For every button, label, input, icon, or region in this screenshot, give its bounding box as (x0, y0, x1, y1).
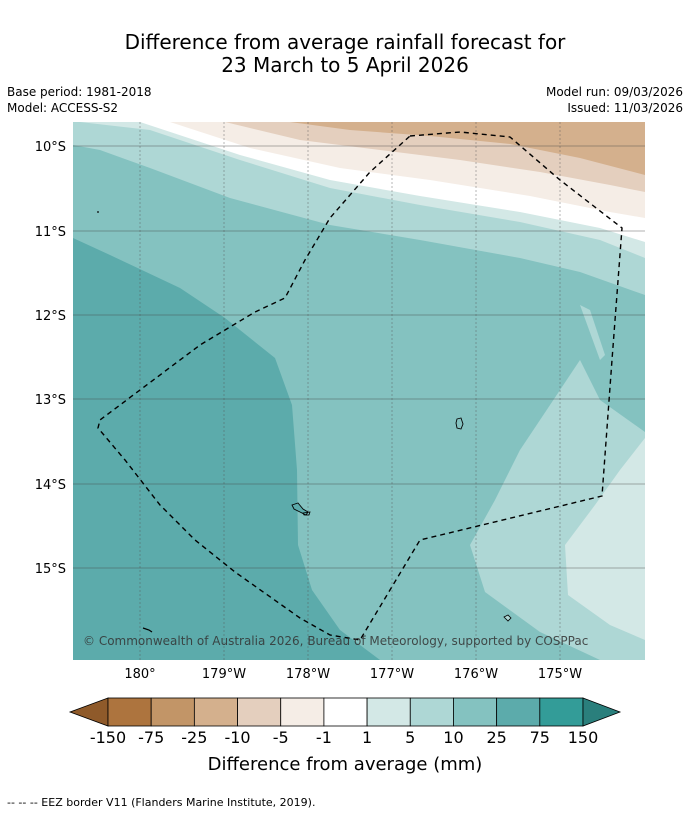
longitude-labels: 180° 179°W 178°W 177°W 176°W 175°W (124, 667, 582, 682)
lon-label: 179°W (202, 667, 246, 682)
colorbar-tick-label: 1 (362, 728, 372, 747)
lon-label: 178°W (286, 667, 330, 682)
band-1-5-right (565, 438, 645, 640)
colorbar-tick-label: 25 (486, 728, 506, 747)
colorbar-segment (496, 697, 541, 727)
colorbar-segment (409, 697, 454, 727)
lat-label: 10°S (35, 140, 66, 155)
title-line-1: Difference from average rainfall forecas… (124, 30, 566, 54)
lon-label: 177°W (370, 667, 414, 682)
latitude-lines (73, 145, 645, 569)
island-northwest (97, 211, 99, 213)
graticule (139, 122, 561, 660)
colorbar-label: Difference from average (mm) (208, 754, 483, 775)
colorbar-tick-label: 75 (530, 728, 550, 747)
island-central-islet (302, 511, 311, 516)
meta-right: Model run: 09/03/2026 Issued: 11/03/2026 (546, 84, 683, 116)
colorbar-tick-label: -5 (273, 728, 289, 747)
lat-label: 11°S (35, 225, 66, 240)
colorbar-segment (150, 697, 195, 727)
issued-date: Issued: 11/03/2026 (567, 101, 683, 115)
colorbar-tick-label: -150 (90, 728, 126, 747)
eez-border (97, 131, 623, 641)
colorbar-segment (323, 697, 368, 727)
model-name: Model: ACCESS-S2 (7, 101, 119, 115)
colorbar: -150 -75 -25 -10 -5 -1 1 5 10 25 75 150 (68, 697, 622, 747)
band-minus25-minus10 (290, 122, 645, 175)
colorbar-segment (237, 697, 282, 727)
model-run: Model run: 09/03/2026 (545, 85, 683, 99)
colorbar-tick-label: -25 (181, 728, 207, 747)
colorbar-segment (453, 697, 498, 727)
colorbar-segment (193, 697, 238, 727)
lon-label: 180° (124, 667, 155, 682)
rainfall-map: © Commonwealth of Australia 2026, Bureau… (73, 122, 645, 660)
lat-label: 14°S (35, 478, 66, 493)
meta-left: Base period: 1981-2018 Model: ACCESS-S2 (7, 84, 152, 116)
island-southwest (142, 627, 153, 633)
latitude-labels: 10°S 11°S 12°S 13°S 14°S 15°S (35, 140, 66, 577)
footer-note: -- -- -- EEZ border V11 (Flanders Marine… (7, 796, 316, 809)
colorbar-tick-label: -75 (138, 728, 164, 747)
lat-label: 12°S (35, 309, 66, 324)
lon-label: 176°W (454, 667, 498, 682)
colorbar-tick-label: 10 (443, 728, 463, 747)
island-east (455, 417, 464, 430)
band-25-75 (73, 238, 380, 660)
colorbar-tick-label: 150 (568, 728, 599, 747)
colorbar-segment (366, 697, 411, 727)
title-line-2: 23 March to 5 April 2026 (221, 53, 469, 77)
island-central (291, 502, 309, 516)
copyright-text: © Commonwealth of Australia 2026, Bureau… (83, 634, 588, 648)
colorbar-tick-label: -10 (224, 728, 250, 747)
colorbar-tick-label: -1 (316, 728, 332, 747)
base-period: Base period: 1981-2018 (7, 85, 152, 99)
map-title: Difference from average rainfall forecas… (0, 31, 690, 77)
colorbar-segment (107, 697, 152, 727)
colorbar-arrow-low (68, 697, 109, 727)
island-south (503, 614, 512, 622)
lat-label: 13°S (35, 393, 66, 408)
colorbar-segment (539, 697, 584, 727)
colorbar-tick-label: 5 (405, 728, 415, 747)
lat-label: 15°S (35, 562, 66, 577)
lon-label: 175°W (538, 667, 582, 682)
colorbar-arrow-high (582, 697, 622, 727)
colorbar-segment (280, 697, 325, 727)
band-5-10-edge (580, 305, 605, 360)
